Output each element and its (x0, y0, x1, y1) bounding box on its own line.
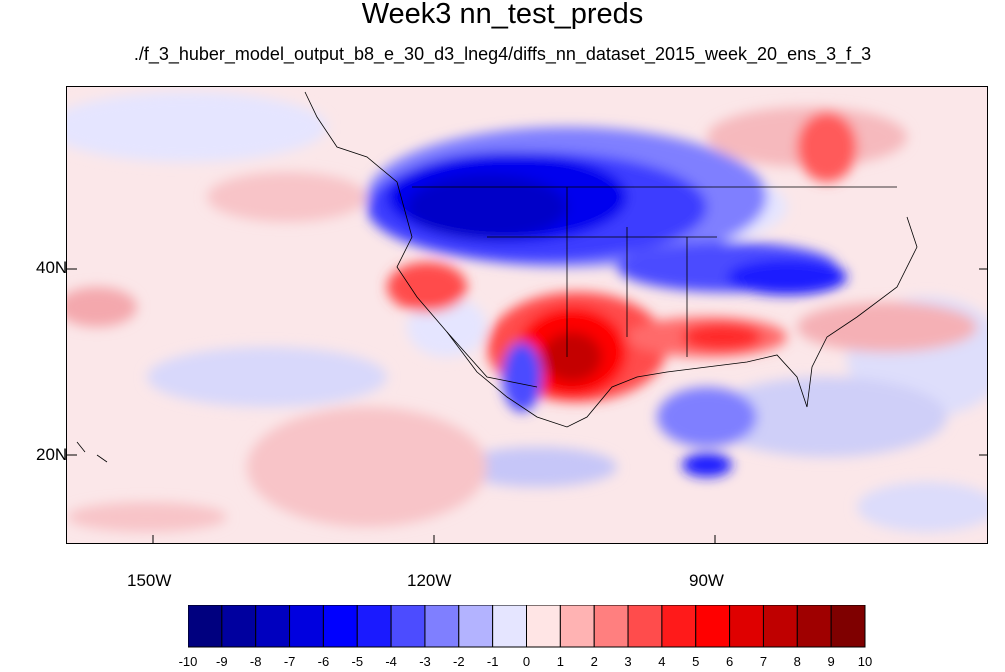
colorbar-tick-label: 5 (692, 654, 700, 669)
colorbar-swatch (221, 605, 257, 648)
colorbar-tick-label: -10 (178, 654, 198, 669)
colorbar-swatch (356, 605, 392, 648)
colorbar-swatch (188, 605, 223, 648)
colorbar-swatch (289, 605, 324, 648)
lat-label-20n: 20N (36, 445, 68, 464)
coastline (76, 91, 918, 463)
colorbar-swatch (593, 605, 629, 648)
colorbar-swatch (729, 605, 764, 648)
colorbar-tick-label: -9 (216, 654, 228, 669)
colorbar-swatch (458, 605, 494, 648)
colorbar-tick-label: 2 (590, 654, 598, 669)
colorbar-tick-label: -6 (317, 654, 330, 669)
colorbar-tick-label: 1 (556, 654, 564, 669)
colorbar-tick-label: -4 (385, 654, 397, 669)
colorbar-swatch (424, 605, 460, 648)
colorbar (188, 605, 866, 648)
colorbar-tick-label: -5 (351, 654, 364, 669)
lat-label-40n: 40N (36, 258, 68, 277)
colorbar-swatch (796, 605, 832, 648)
colorbar-tick-label: 3 (624, 654, 632, 669)
colorbar-tick-label: 6 (725, 654, 734, 669)
lon-label-90w: 90W (689, 571, 724, 590)
colorbar-tick-label: 8 (793, 654, 801, 669)
colorbar-tick-label: 10 (857, 654, 873, 669)
colorbar-swatch (492, 605, 527, 648)
colorbar-tick-label: 0 (522, 654, 531, 669)
colorbar-swatch (762, 605, 798, 648)
colorbar-tick-label: -2 (453, 654, 465, 669)
colorbar-swatch (830, 605, 866, 648)
colorbar-swatch (661, 605, 697, 648)
colorbar-tick-label: -1 (486, 654, 499, 669)
colorbar-swatch (559, 605, 595, 648)
colorbar-swatch (390, 605, 426, 648)
lon-label-120w: 120W (407, 571, 452, 590)
map-title: Week3 nn_test_preds (361, 0, 644, 30)
colorbar-tick-label: 9 (827, 654, 835, 669)
colorbar-swatch (695, 605, 731, 648)
colorbar-tick-label: 4 (658, 654, 666, 669)
colorbar-swatch (627, 605, 663, 648)
colorbar-tick-label: 7 (759, 654, 768, 669)
colorbar-tick-label: -3 (419, 654, 431, 669)
colorbar-tick-label: -7 (283, 654, 296, 669)
colorbar-swatch (255, 605, 291, 648)
colorbar-swatch (526, 605, 561, 648)
lon-label-150w: 150W (127, 571, 172, 590)
map-subtitle: ./f_3_huber_model_output_b8_e_30_d3_lneg… (133, 44, 872, 64)
map-field (67, 87, 987, 543)
colorbar-tick-label: -8 (249, 654, 262, 669)
anomaly-map (66, 86, 988, 544)
colorbar-swatch (322, 605, 358, 648)
